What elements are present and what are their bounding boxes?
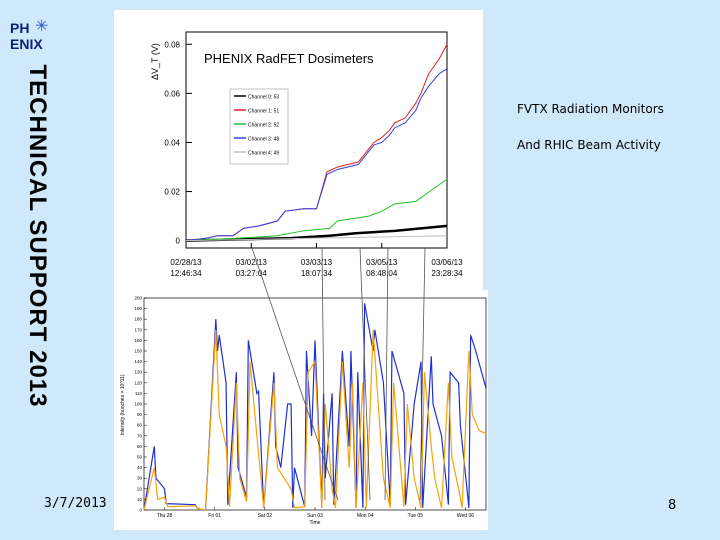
y-tick-label: 90 [137,412,143,417]
y-tick-label: 110 [135,391,143,396]
x-tick-label: Sat 02 [258,513,273,519]
caption-line-2: And RHIC Beam Activity [517,138,661,152]
y-tick-label: 0 [176,237,181,246]
y-tick-label: 40 [137,465,143,470]
phenix-logo: PHENIX ✳ [4,8,76,52]
series-line-channel-2-52 [185,178,448,242]
y-tick-label: 170 [134,327,142,332]
caption-line-1: FVTX Radiation Monitors [517,102,664,116]
y-tick-label: 80 [137,423,143,428]
series-line-channel-1-51 [185,44,448,242]
x-tick-label: Mon 04 [357,513,374,519]
beam-intensity-chart: Intensity (bunches × 10^11) Time 0 10 20 30 40… [114,290,488,530]
y-axis-label: Intensity (bunches × 10^11) [120,374,126,435]
y-tick-label: 130 [134,370,142,375]
chart-title: PHENIX RadFET Dosimeters [204,51,374,66]
radfet-chart-svg: PHENIX RadFET Dosimeters ΔV_T (V) 0 0.02 0.0… [150,31,463,278]
x-tick-label: 03:27:04 [236,269,268,278]
y-tick-label: 50 [137,455,143,460]
x-tick-label: 08:48:04 [366,269,398,278]
x-tick-label: 03/03/13 [301,258,333,267]
y-tick-label: 70 [137,433,143,438]
x-tick-label: 03/06/13 [431,258,463,267]
series-line-channel-3-48 [185,68,448,242]
logo-text: PHENIX [10,20,43,52]
x-tick-label: Sun 03 [307,513,323,519]
legend-label: Channel 4: 49 [248,151,279,157]
x-tick-label: 18:07:34 [301,269,333,278]
x-tick-label: Thu 28 [157,513,173,519]
y-tick-label: 20 [137,486,143,491]
series-line-channel-4-49 [185,235,448,242]
y-tick-label: 200 [134,296,142,301]
footer-date: 3/7/2013 [44,496,107,511]
y-axis-label: ΔV_T (V) [150,43,160,80]
y-tick-label: 0.02 [164,188,180,197]
y-tick-label: 100 [134,402,142,407]
x-tick-label: 03/05/13 [366,258,398,267]
y-tick-label: 0.08 [164,40,180,49]
y-tick-label: 160 [134,338,142,343]
x-tick-label: 03/02/13 [236,258,268,267]
x-axis-label: Time [310,520,321,526]
y-tick-label: 0.04 [164,138,180,147]
y-tick-label: 140 [134,359,142,364]
x-tick-label: 02/28/13 [170,258,202,267]
y-tick-label: 190 [134,306,142,311]
legend-label: Channel 1: 51 [248,109,279,115]
y-tick-label: 10 [137,497,143,502]
x-tick-label: Fri 01 [208,513,221,519]
y-tick-label: 120 [134,380,142,385]
legend-label: Channel 0: 53 [248,95,279,101]
y-tick-label: 0.06 [164,89,180,98]
page-number: 8 [668,498,677,513]
radfet-chart: PHENIX RadFET Dosimeters ΔV_T (V) 0 0.02 0.0… [114,10,483,290]
x-tick-label: 12:46:34 [170,269,202,278]
y-tick-label: 30 [137,476,143,481]
star-icon: ✳ [35,16,49,35]
x-tick-label: Wed 06 [457,513,474,519]
vertical-title: TECHNICAL SUPPORT 2013 [24,64,51,408]
y-tick-label: 60 [137,444,143,449]
beam-intensity-chart-svg: Intensity (bunches × 10^11) Time 0 10 20 30 40… [120,296,487,526]
x-tick-label: 23:28:34 [431,269,463,278]
y-tick-label: 150 [134,349,142,354]
legend-label: Channel 3: 48 [248,137,279,143]
y-tick-label: 0 [139,508,142,513]
y-tick-label: 180 [134,317,142,322]
x-tick-label: Tue 05 [408,513,424,519]
legend-label: Channel 2: 52 [248,123,279,129]
